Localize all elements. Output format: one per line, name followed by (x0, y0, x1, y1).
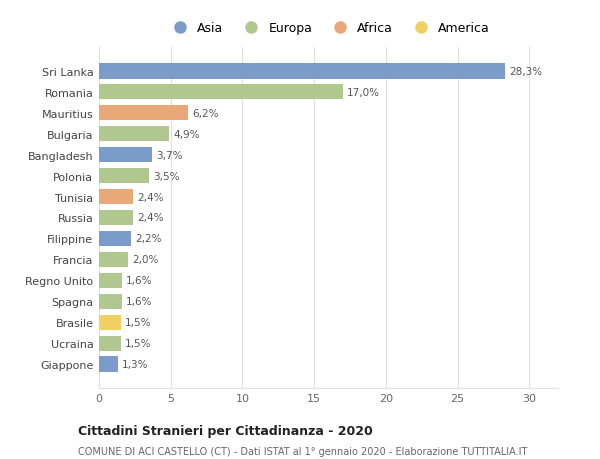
Text: 1,5%: 1,5% (125, 318, 151, 328)
Text: 1,3%: 1,3% (122, 359, 148, 369)
Bar (99, 336, 121, 352)
Text: 3,7%: 3,7% (157, 150, 183, 160)
Text: COMUNE DI ACI CASTELLO (CT) - Dati ISTAT al 1° gennaio 2020 - Elaborazione TUTTI: COMUNE DI ACI CASTELLO (CT) - Dati ISTAT… (78, 447, 527, 456)
Bar (99, 126, 169, 142)
Bar (99, 273, 122, 289)
Text: 4,9%: 4,9% (173, 129, 200, 139)
Text: 1,5%: 1,5% (125, 339, 151, 349)
Bar (99, 64, 505, 79)
Text: 28,3%: 28,3% (509, 67, 542, 77)
Bar (99, 252, 128, 268)
Text: 3,5%: 3,5% (154, 171, 180, 181)
Bar (99, 231, 131, 247)
Text: 6,2%: 6,2% (192, 108, 219, 118)
Bar (99, 210, 133, 226)
Bar (99, 294, 122, 310)
Text: 2,2%: 2,2% (135, 234, 161, 244)
Bar (99, 84, 343, 100)
Text: 2,0%: 2,0% (132, 255, 158, 265)
Text: 1,6%: 1,6% (126, 276, 153, 286)
Text: 2,4%: 2,4% (138, 213, 164, 223)
Text: Cittadini Stranieri per Cittadinanza - 2020: Cittadini Stranieri per Cittadinanza - 2… (78, 424, 373, 437)
Bar (99, 315, 121, 330)
Text: 2,4%: 2,4% (138, 192, 164, 202)
Bar (99, 168, 149, 184)
Legend: Asia, Europa, Africa, America: Asia, Europa, Africa, America (162, 17, 495, 40)
Bar (99, 357, 118, 372)
Text: 17,0%: 17,0% (347, 87, 380, 97)
Bar (99, 147, 152, 163)
Bar (99, 189, 133, 205)
Text: 1,6%: 1,6% (126, 297, 153, 307)
Bar (99, 106, 188, 121)
